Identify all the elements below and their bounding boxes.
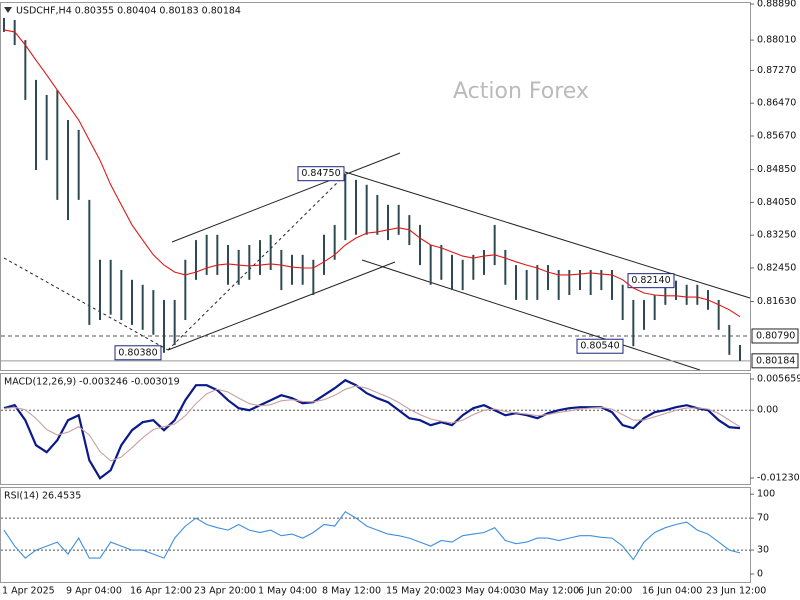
watermark: Action Forex [453, 79, 589, 104]
trend-line [167, 261, 396, 351]
level-box [751, 328, 799, 344]
series-line [3, 510, 741, 561]
x-tick-label: 23 Jun 12:00 [706, 586, 766, 597]
y-tick-label: 0.88890 [757, 0, 796, 10]
y-tick-label: 100 [757, 489, 775, 500]
trend-lines [3, 152, 751, 371]
y-tick-label: 0.87270 [757, 65, 796, 76]
panel-title: RSI(14) 26.4535 [4, 491, 81, 502]
y-tick-label: 0.86470 [757, 98, 796, 109]
annotation-label: 0.80540 [580, 341, 619, 352]
level-label: 0.80790 [756, 330, 795, 341]
level-box [751, 353, 799, 369]
series-line [3, 385, 741, 462]
x-tick-label: 15 May 20:00 [386, 586, 451, 597]
y-tick-label: 0.88010 [757, 35, 796, 46]
menu-icon[interactable] [4, 7, 12, 13]
annotation-label: 0.84750 [301, 168, 340, 179]
x-tick-label: 30 May 12:00 [514, 586, 579, 597]
y-tick-label: 0 [757, 569, 763, 580]
annotation-box [627, 273, 675, 289]
panel-frame [0, 487, 751, 583]
panel-frame [0, 373, 751, 485]
x-tick-label: 16 Apr 12:00 [130, 586, 192, 597]
y-tick-label: 0.005659 [757, 374, 800, 385]
series-line [3, 29, 741, 318]
trend-line [344, 171, 751, 299]
y-tick-label: 0.84050 [757, 197, 796, 208]
annotation-box [114, 345, 162, 361]
y-tick-label: 0.82450 [757, 262, 796, 273]
trend-line [3, 257, 169, 351]
y-tick-label: 30 [757, 545, 769, 556]
annotation-label: 0.80380 [118, 347, 157, 358]
panel-title: USDCHF,H4 0.80355 0.80404 0.80183 0.8018… [16, 6, 241, 17]
y-tick-label: 0.00 [757, 405, 778, 416]
y-tick-label: 0.85670 [757, 131, 796, 142]
annotation-box [297, 166, 345, 182]
x-tick-label: 16 Jun 04:00 [642, 586, 702, 597]
y-tick-label: 70 [757, 513, 769, 524]
x-tick-label: 6 Jun 20:00 [578, 586, 632, 597]
panel-title: MACD(12,26,9) -0.003246 -0.003019 [4, 377, 180, 388]
y-tick-label: -0.012301 [757, 472, 800, 483]
y-tick-label: 0.84850 [757, 164, 796, 175]
panel-frame [0, 2, 751, 371]
series-line [3, 378, 741, 480]
y-tick-label: 0.81630 [757, 296, 796, 307]
x-tick-label: 9 Apr 04:00 [66, 586, 122, 597]
x-tick-label: 8 May 12:00 [322, 586, 381, 597]
x-tick-label: 1 Apr 2025 [2, 586, 55, 597]
x-tick-label: 23 May 04:00 [450, 586, 515, 597]
x-tick-label: 1 May 04:00 [258, 586, 317, 597]
annotation-label: 0.82140 [631, 275, 670, 286]
trend-line [171, 152, 401, 243]
level-label: 0.80184 [756, 355, 795, 366]
x-tick-label: 23 Apr 20:00 [194, 586, 256, 597]
y-tick-label: 0.83250 [757, 230, 796, 241]
annotation-box [576, 338, 624, 354]
trend-line [361, 259, 701, 371]
